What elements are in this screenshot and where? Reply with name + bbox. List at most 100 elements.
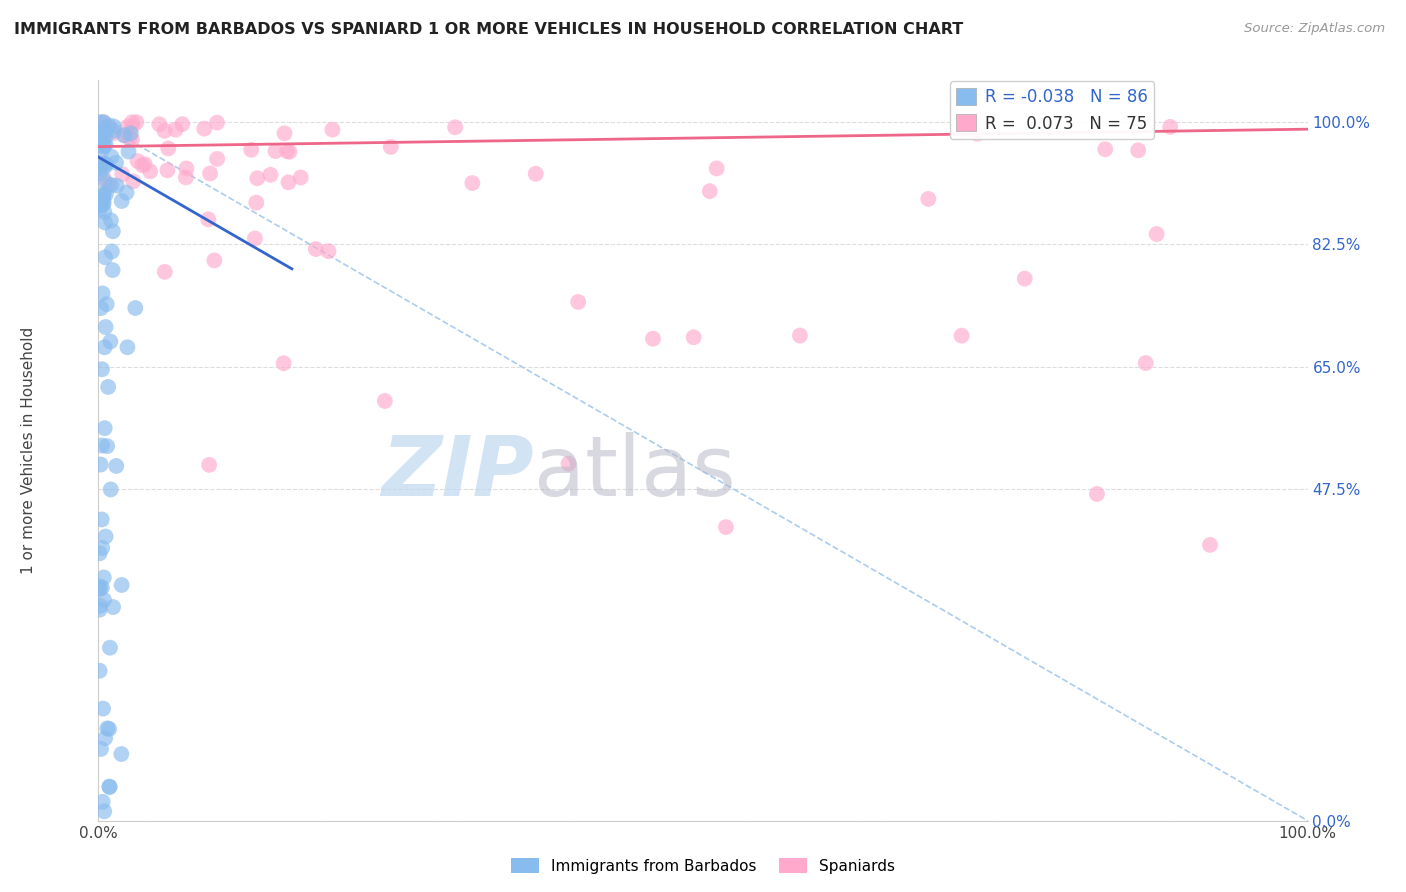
Point [89, 115, 111, 129]
Point [90, 581, 112, 595]
Point [101, 263, 124, 277]
Point [290, 170, 312, 185]
Point [98, 780, 121, 794]
Point [276, 144, 298, 158]
Point [93, 421, 115, 435]
Point [91, 701, 114, 715]
Point [94, 731, 117, 746]
Point [699, 184, 721, 198]
Point [125, 115, 148, 129]
Point [198, 458, 221, 472]
Point [444, 120, 467, 135]
Point [90, 301, 112, 315]
Point [91, 541, 114, 555]
Point [111, 167, 134, 181]
Point [277, 175, 299, 189]
Point [714, 520, 737, 534]
Point [94, 215, 117, 229]
Point [121, 115, 143, 129]
Point [101, 600, 124, 615]
Point [89, 202, 111, 217]
Point [134, 157, 156, 171]
Point [89, 133, 111, 147]
Point [1135, 356, 1157, 370]
Point [641, 332, 664, 346]
Point [118, 131, 141, 145]
Point [1199, 538, 1222, 552]
Point [380, 140, 402, 154]
Point [90, 127, 112, 141]
Point [94, 187, 117, 202]
Point [131, 158, 153, 172]
Point [100, 483, 122, 497]
Point [193, 121, 215, 136]
Point [105, 156, 128, 170]
Point [101, 244, 124, 259]
Point [321, 122, 343, 136]
Point [318, 244, 340, 259]
Point [789, 328, 811, 343]
Point [706, 161, 728, 176]
Point [94, 130, 117, 145]
Point [89, 580, 111, 594]
Point [112, 128, 135, 143]
Point [91, 439, 114, 453]
Point [93, 188, 115, 202]
Point [91, 362, 114, 376]
Point [1128, 144, 1150, 158]
Point [100, 334, 122, 349]
Point [94, 157, 117, 171]
Legend: R = -0.038   N = 86, R =  0.073   N = 75: R = -0.038 N = 86, R = 0.073 N = 75 [949, 81, 1154, 139]
Text: Source: ZipAtlas.com: Source: ZipAtlas.com [1244, 22, 1385, 36]
Point [176, 161, 198, 176]
Point [305, 242, 328, 256]
Point [103, 124, 125, 138]
Point [89, 546, 111, 560]
Point [93, 570, 115, 584]
Point [97, 178, 120, 192]
Point [139, 164, 162, 178]
Point [117, 120, 139, 134]
Point [278, 145, 301, 159]
Point [98, 640, 121, 655]
Point [91, 193, 114, 207]
Point [93, 186, 115, 201]
Point [156, 163, 179, 178]
Point [121, 120, 143, 134]
Point [240, 143, 263, 157]
Point [1085, 487, 1108, 501]
Point [90, 144, 112, 158]
Point [567, 295, 589, 310]
Point [148, 117, 170, 131]
Point [198, 166, 221, 180]
Point [90, 458, 112, 472]
Point [374, 394, 396, 409]
Point [273, 356, 295, 370]
Point [112, 128, 135, 142]
Point [100, 150, 122, 164]
Point [94, 125, 117, 139]
Point [93, 593, 115, 607]
Point [202, 253, 225, 268]
Point [205, 152, 228, 166]
Point [93, 139, 115, 153]
Point [98, 722, 121, 736]
Point [89, 161, 111, 175]
Point [273, 126, 295, 140]
Point [197, 212, 219, 227]
Point [90, 742, 112, 756]
Point [93, 174, 115, 188]
Point [157, 141, 180, 155]
Point [117, 340, 139, 354]
Point [110, 747, 132, 761]
Point [90, 512, 112, 526]
Point [93, 340, 115, 354]
Point [96, 439, 118, 453]
Point [89, 582, 111, 596]
Point [115, 186, 138, 200]
Text: ZIP: ZIP [381, 432, 534, 513]
Point [91, 286, 114, 301]
Point [93, 205, 115, 219]
Point [246, 171, 269, 186]
Point [950, 328, 973, 343]
